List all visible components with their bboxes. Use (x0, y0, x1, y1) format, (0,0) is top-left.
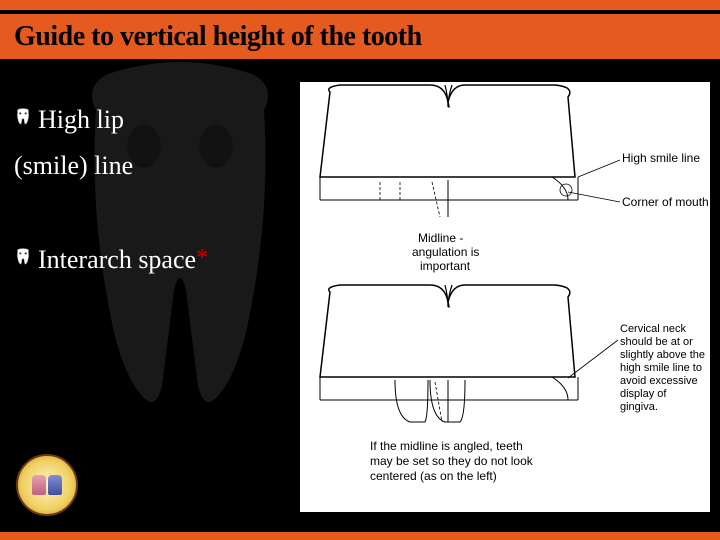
label-midline-1: Midline - (418, 231, 463, 245)
top-accent-bar (0, 0, 720, 10)
label-high-smile: High smile line (622, 151, 700, 165)
content-area: High lip (smile) line Interarch space * (0, 62, 720, 532)
label-cerv-7: gingiva. (620, 401, 658, 413)
label-cerv-2: should be at or (620, 336, 693, 348)
bullet-2-text: Interarch space (38, 238, 196, 282)
bottom-accent-bar (0, 532, 720, 540)
slide-title: Guide to vertical height of the tooth (14, 21, 422, 53)
label-cerv-1: Cervical neck (620, 323, 687, 335)
label-cerv-6: display of (620, 388, 667, 400)
asterisk: * (196, 238, 208, 279)
tooth-bullet-icon (14, 248, 32, 266)
bullet-1-text-line1: High lip (38, 98, 124, 142)
bullet-list: High lip (smile) line Interarch space * (14, 98, 208, 289)
label-cerv-3: slightly above the (620, 349, 705, 361)
label-bottom-2: may be set so they do not look (370, 454, 534, 468)
logo-tooth-pink-icon (32, 475, 46, 495)
tooth-bullet-icon (14, 108, 32, 126)
dental-diagram: High smile line Corner of mouth Midline … (300, 82, 710, 512)
label-corner: Corner of mouth (622, 195, 709, 209)
label-cerv-4: high smile line to (620, 362, 702, 374)
logo-tooth-blue-icon (48, 475, 62, 495)
logo-badge (16, 454, 78, 516)
label-bottom-3: centered (as on the left) (370, 469, 497, 483)
bullet-item-2: Interarch space * (14, 238, 208, 282)
label-cerv-5: avoid excessive (620, 375, 698, 387)
title-bar: Guide to vertical height of the tooth (0, 10, 720, 62)
diagram-area: High smile line Corner of mouth Midline … (300, 82, 710, 512)
label-bottom-1: If the midline is angled, teeth (370, 439, 523, 453)
bullet-item-1: High lip (14, 98, 208, 142)
logo-inner (32, 475, 62, 495)
label-midline-3: important (420, 259, 471, 273)
label-midline-2: angulation is (412, 245, 479, 259)
bullet-1-text-line2: (smile) line (14, 144, 208, 188)
